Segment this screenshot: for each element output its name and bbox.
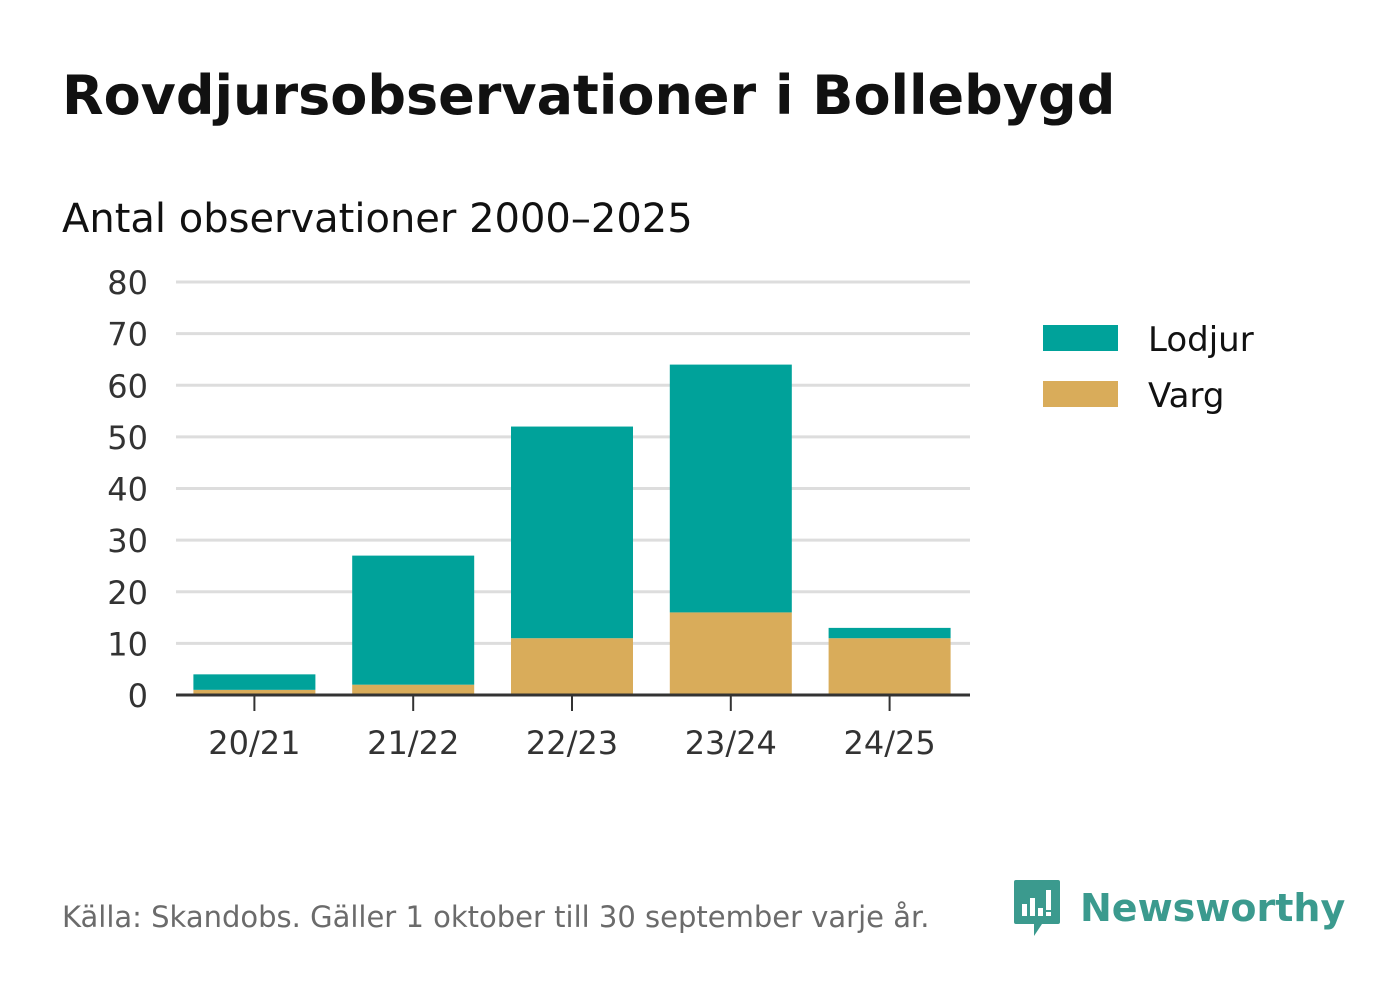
y-tick-label: 30 [107,522,148,560]
newsworthy-logo-icon [1014,880,1060,936]
x-tick-label: 23/24 [685,724,777,762]
y-tick-label: 60 [107,367,148,405]
y-tick-label: 20 [107,574,148,612]
bar-varg-22/23 [511,638,633,695]
legend-swatch-varg [1043,381,1118,407]
chart-title: Rovdjursobservationer i Bollebygd [62,64,1116,127]
bar-varg-20/21 [193,689,316,695]
legend-swatch-lodjur [1043,325,1118,351]
brand-name: Newsworthy [1080,886,1346,930]
bar-lodjur-24/25 [828,627,951,639]
bar-lodjur-23/24 [669,364,792,613]
brand: Newsworthy [1012,878,1345,938]
legend-label-varg: Varg [1148,376,1224,416]
bar-lodjur-22/23 [511,426,633,639]
bar-varg-21/22 [352,684,475,695]
bar-varg-24/25 [828,638,951,695]
x-tick-label: 20/21 [208,724,300,762]
bar-lodjur-20/21 [193,674,316,690]
y-tick-label: 10 [107,625,148,663]
y-tick-label: 0 [128,677,148,715]
y-tick-label: 80 [107,264,148,302]
x-tick-label: 21/22 [367,724,459,762]
x-tick-label: 22/23 [526,724,618,762]
x-tick-label: 24/25 [843,724,935,762]
chart-subtitle: Antal observationer 2000–2025 [62,196,693,242]
legend-label-lodjur: Lodjur [1148,320,1254,360]
source-note: Källa: Skandobs. Gäller 1 oktober till 3… [62,900,930,934]
y-tick-label: 70 [107,316,148,354]
y-tick-label: 50 [107,419,148,457]
y-tick-label: 40 [107,471,148,509]
bar-varg-23/24 [669,612,792,695]
bar-lodjur-21/22 [352,555,475,685]
